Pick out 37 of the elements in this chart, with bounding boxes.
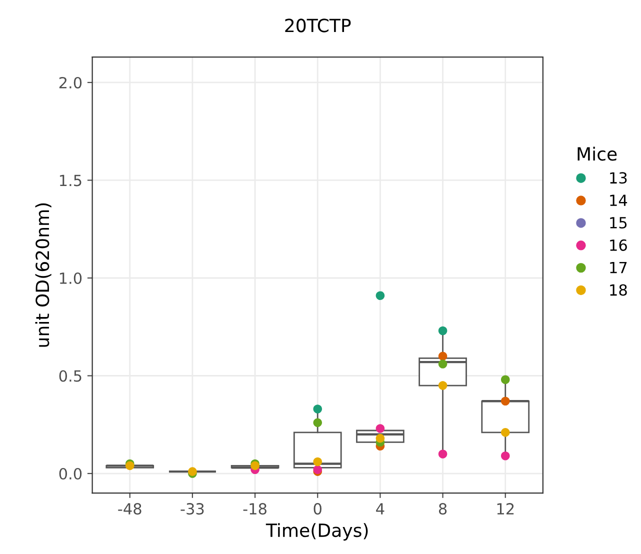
x-tick-label: 8 <box>438 503 447 515</box>
point <box>438 381 448 390</box>
point <box>313 457 322 466</box>
legend-label: 15 <box>610 217 627 229</box>
legend-label: 13 <box>610 172 627 184</box>
x-axis-title: Time(Days) <box>266 523 368 541</box>
x-tick-label: 0 <box>314 503 322 515</box>
y-tick-label: 0.5 <box>59 370 82 382</box>
point <box>500 396 510 406</box>
legend-title: Mice <box>578 146 617 161</box>
point <box>376 424 385 433</box>
point <box>500 428 510 437</box>
point <box>438 450 448 458</box>
x-tick-label: -33 <box>180 503 204 515</box>
x-tick-label: -18 <box>243 503 266 515</box>
y-tick-label: 1.0 <box>60 272 82 284</box>
point <box>313 404 322 414</box>
point <box>376 434 385 443</box>
y-tick-label: 2.0 <box>59 76 82 88</box>
x-tick-label: -48 <box>118 503 142 515</box>
point <box>376 291 385 300</box>
y-tick-label: 0.0 <box>59 468 82 480</box>
y-axis-title: unit OD(620nm) <box>35 203 52 347</box>
x-tick-label: 4 <box>376 503 384 514</box>
point <box>313 418 322 428</box>
y-tick-label: 1.5 <box>60 174 82 186</box>
point <box>500 452 510 460</box>
legend-label: 18 <box>610 284 627 296</box>
point <box>438 352 448 361</box>
chart-title: 20TCTP <box>285 18 351 32</box>
legend-label: 14 <box>610 194 628 206</box>
x-tick-label: 12 <box>497 503 514 514</box>
point <box>438 360 448 368</box>
point <box>438 326 448 336</box>
legend-label: 17 <box>610 262 627 274</box>
legend-label: 16 <box>610 239 627 251</box>
point <box>500 375 510 384</box>
